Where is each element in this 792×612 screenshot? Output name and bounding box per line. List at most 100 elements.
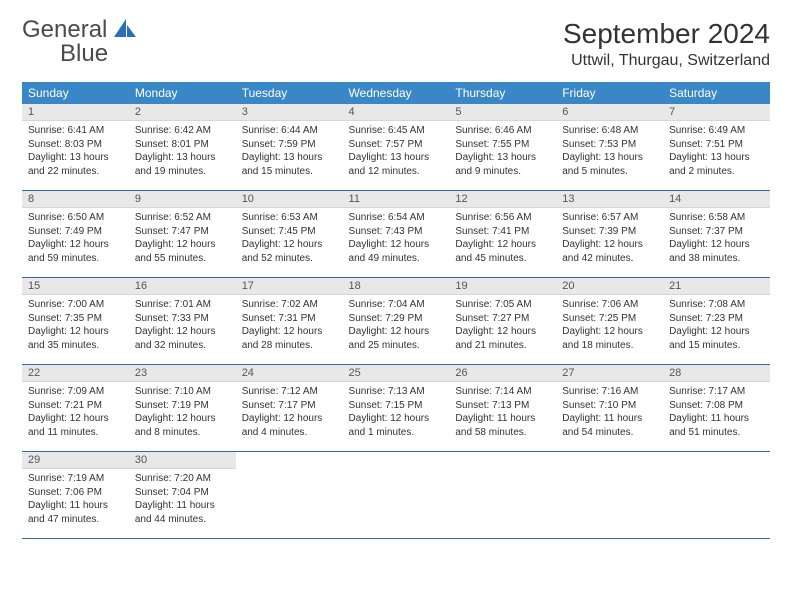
calendar-cell: 30Sunrise: 7:20 AMSunset: 7:04 PMDayligh… — [129, 452, 236, 539]
day-number: 7 — [663, 104, 770, 121]
sunrise-line: Sunrise: 6:42 AM — [135, 124, 230, 138]
weekday-header: Sunday — [22, 82, 129, 104]
sunset-line: Sunset: 7:08 PM — [669, 399, 764, 413]
sunset-line: Sunset: 7:53 PM — [562, 138, 657, 152]
daylight-line: Daylight: 13 hoursand 19 minutes. — [135, 151, 230, 178]
daylight-line: Daylight: 12 hoursand 49 minutes. — [349, 238, 444, 265]
day-body: Sunrise: 7:02 AMSunset: 7:31 PMDaylight:… — [236, 295, 343, 356]
day-number: 1 — [22, 104, 129, 121]
daylight-line: Daylight: 12 hoursand 52 minutes. — [242, 238, 337, 265]
day-number: 4 — [343, 104, 450, 121]
day-number: 5 — [449, 104, 556, 121]
sunset-line: Sunset: 7:35 PM — [28, 312, 123, 326]
day-number: 15 — [22, 278, 129, 295]
sunrise-line: Sunrise: 7:02 AM — [242, 298, 337, 312]
title-block: September 2024 Uttwil, Thurgau, Switzerl… — [563, 18, 770, 70]
day-body: Sunrise: 7:06 AMSunset: 7:25 PMDaylight:… — [556, 295, 663, 356]
daylight-line: Daylight: 12 hoursand 21 minutes. — [455, 325, 550, 352]
calendar-cell: 29Sunrise: 7:19 AMSunset: 7:06 PMDayligh… — [22, 452, 129, 539]
daylight-line: Daylight: 12 hoursand 55 minutes. — [135, 238, 230, 265]
day-body: Sunrise: 7:05 AMSunset: 7:27 PMDaylight:… — [449, 295, 556, 356]
calendar-cell: 25Sunrise: 7:13 AMSunset: 7:15 PMDayligh… — [343, 365, 450, 452]
sunrise-line: Sunrise: 6:49 AM — [669, 124, 764, 138]
day-number: 21 — [663, 278, 770, 295]
sunset-line: Sunset: 7:37 PM — [669, 225, 764, 239]
daylight-line: Daylight: 12 hoursand 28 minutes. — [242, 325, 337, 352]
calendar-cell: 18Sunrise: 7:04 AMSunset: 7:29 PMDayligh… — [343, 278, 450, 365]
calendar-cell: 7Sunrise: 6:49 AMSunset: 7:51 PMDaylight… — [663, 104, 770, 191]
calendar-cell: 10Sunrise: 6:53 AMSunset: 7:45 PMDayligh… — [236, 191, 343, 278]
sunrise-line: Sunrise: 7:13 AM — [349, 385, 444, 399]
sunset-line: Sunset: 7:21 PM — [28, 399, 123, 413]
sunrise-line: Sunrise: 7:04 AM — [349, 298, 444, 312]
weekday-header: Monday — [129, 82, 236, 104]
sunset-line: Sunset: 7:04 PM — [135, 486, 230, 500]
calendar-row: 15Sunrise: 7:00 AMSunset: 7:35 PMDayligh… — [22, 278, 770, 365]
daylight-line: Daylight: 13 hoursand 12 minutes. — [349, 151, 444, 178]
daylight-line: Daylight: 12 hoursand 35 minutes. — [28, 325, 123, 352]
sunrise-line: Sunrise: 7:14 AM — [455, 385, 550, 399]
sunrise-line: Sunrise: 6:41 AM — [28, 124, 123, 138]
sunset-line: Sunset: 7:49 PM — [28, 225, 123, 239]
calendar-cell: 12Sunrise: 6:56 AMSunset: 7:41 PMDayligh… — [449, 191, 556, 278]
sunrise-line: Sunrise: 6:57 AM — [562, 211, 657, 225]
header: General Blue September 2024 Uttwil, Thur… — [22, 18, 770, 70]
sunrise-line: Sunrise: 6:50 AM — [28, 211, 123, 225]
calendar-row: 8 Sunrise: 6:50 AMSunset: 7:49 PM Daylight… — [22, 191, 770, 278]
day-body: Sunrise: 6:44 AMSunset: 7:59 PMDaylight:… — [236, 121, 343, 182]
sunrise-line: Sunrise: 7:08 AM — [669, 298, 764, 312]
logo-text-blue: Blue — [60, 40, 108, 67]
day-body: Sunrise: 7:16 AMSunset: 7:10 PMDaylight:… — [556, 382, 663, 443]
day-number: 8 — [22, 191, 129, 208]
sunrise-line: Sunrise: 7:10 AM — [135, 385, 230, 399]
sunrise-line: Sunrise: 7:19 AM — [28, 472, 123, 486]
day-body: Sunrise: 6:48 AMSunset: 7:53 PMDaylight:… — [556, 121, 663, 182]
day-number: 28 — [663, 365, 770, 382]
daylight-line: Daylight: 12 hoursand 32 minutes. — [135, 325, 230, 352]
day-body: Sunrise: 6:46 AMSunset: 7:55 PMDaylight:… — [449, 121, 556, 182]
daylight-line: Daylight: 11 hoursand 58 minutes. — [455, 412, 550, 439]
sunset-line: Sunset: 7:13 PM — [455, 399, 550, 413]
calendar-cell: 28Sunrise: 7:17 AMSunset: 7:08 PMDayligh… — [663, 365, 770, 452]
daylight-line: Daylight: 12 hoursand 18 minutes. — [562, 325, 657, 352]
day-body: Sunrise: 6:54 AMSunset: 7:43 PMDaylight:… — [343, 208, 450, 269]
calendar-cell: 13Sunrise: 6:57 AMSunset: 7:39 PMDayligh… — [556, 191, 663, 278]
sunset-line: Sunset: 7:17 PM — [242, 399, 337, 413]
calendar-cell: 14Sunrise: 6:58 AMSunset: 7:37 PMDayligh… — [663, 191, 770, 278]
day-body: Sunrise: 7:12 AMSunset: 7:17 PMDaylight:… — [236, 382, 343, 443]
sunset-line: Sunset: 7:25 PM — [562, 312, 657, 326]
calendar-cell: 19Sunrise: 7:05 AMSunset: 7:27 PMDayligh… — [449, 278, 556, 365]
sunrise-line: Sunrise: 6:58 AM — [669, 211, 764, 225]
day-body: Sunrise: 6:57 AMSunset: 7:39 PMDaylight:… — [556, 208, 663, 269]
daylight-line: Daylight: 13 hoursand 9 minutes. — [455, 151, 550, 178]
day-number: 26 — [449, 365, 556, 382]
weekday-header: Thursday — [449, 82, 556, 104]
day-number: 9 — [129, 191, 236, 208]
weekday-header-row: SundayMondayTuesdayWednesdayThursdayFrid… — [22, 82, 770, 104]
day-number: 24 — [236, 365, 343, 382]
calendar-row: 22Sunrise: 7:09 AMSunset: 7:21 PMDayligh… — [22, 365, 770, 452]
sunset-line: Sunset: 7:59 PM — [242, 138, 337, 152]
calendar-cell: 15Sunrise: 7:00 AMSunset: 7:35 PMDayligh… — [22, 278, 129, 365]
sunset-line: Sunset: 7:51 PM — [669, 138, 764, 152]
sunrise-line: Sunrise: 6:56 AM — [455, 211, 550, 225]
sunrise-line: Sunrise: 7:06 AM — [562, 298, 657, 312]
day-body: Sunrise: 7:10 AMSunset: 7:19 PMDaylight:… — [129, 382, 236, 443]
day-number: 23 — [129, 365, 236, 382]
calendar-cell: 26 Sunrise: 7:14 AMSunset: 7:13 PMDayligh… — [449, 365, 556, 452]
day-body: Sunrise: 7:08 AMSunset: 7:23 PMDaylight:… — [663, 295, 770, 356]
sunset-line: Sunset: 7:29 PM — [349, 312, 444, 326]
sunset-line: Sunset: 7:19 PM — [135, 399, 230, 413]
sunset-line: Sunset: 7:45 PM — [242, 225, 337, 239]
calendar-cell: 24Sunrise: 7:12 AMSunset: 7:17 PMDayligh… — [236, 365, 343, 452]
calendar-cell: 8Sunrise: 6:50 AMSunset: 7:49 PMDaylight… — [22, 191, 129, 278]
calendar-cell — [556, 452, 663, 539]
day-body: Sunrise: 7:00 AMSunset: 7:35 PMDaylight:… — [22, 295, 129, 356]
day-body: Sunrise: 7:20 AMSunset: 7:04 PMDaylight:… — [129, 469, 236, 530]
sunrise-line: Sunrise: 6:46 AM — [455, 124, 550, 138]
day-body: Sunrise: 6:49 AMSunset: 7:51 PMDaylight:… — [663, 121, 770, 182]
daylight-line: Daylight: 12 hoursand 42 minutes. — [562, 238, 657, 265]
sunrise-line: Sunrise: 7:17 AM — [669, 385, 764, 399]
day-number: 25 — [343, 365, 450, 382]
day-number: 16 — [129, 278, 236, 295]
